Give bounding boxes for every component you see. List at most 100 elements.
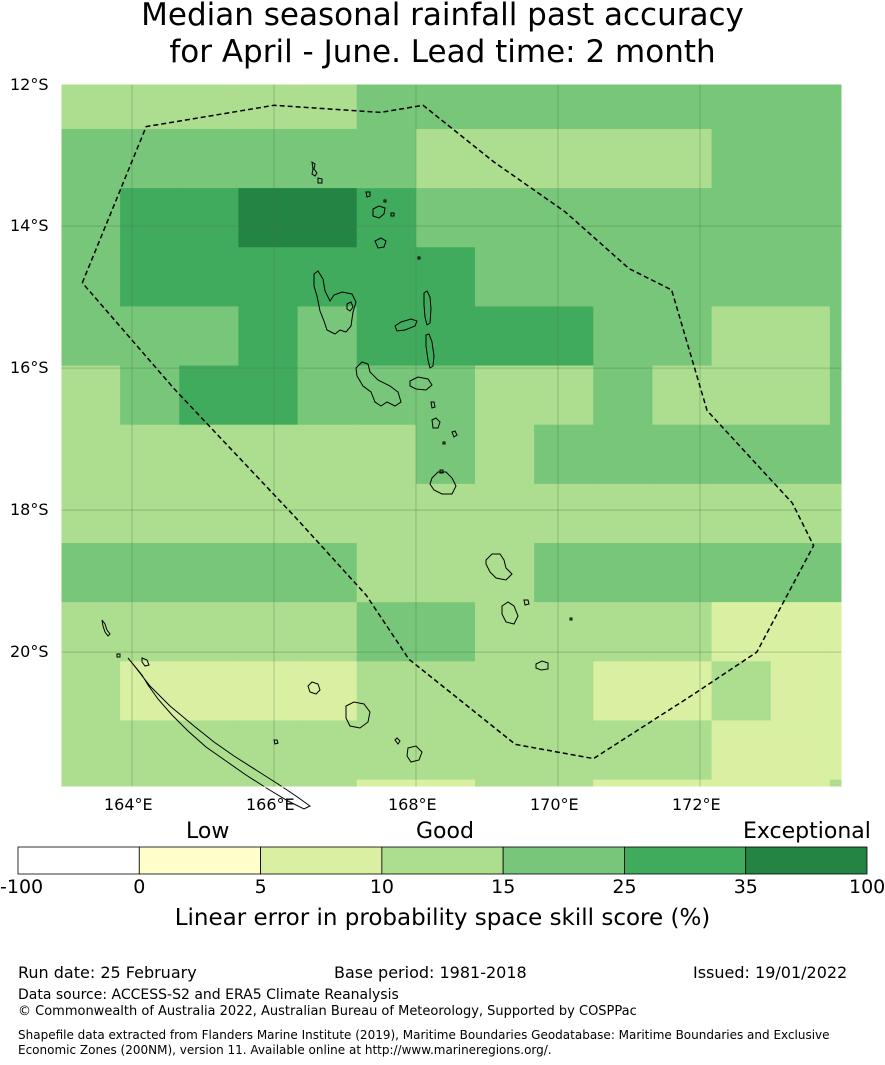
grid-cell bbox=[829, 247, 843, 307]
grid-cell bbox=[652, 424, 713, 485]
grid-cell bbox=[593, 483, 653, 544]
grid-cell bbox=[415, 424, 476, 485]
grid-cell bbox=[770, 483, 831, 544]
grid-cell bbox=[593, 424, 653, 485]
grid-cell bbox=[61, 365, 121, 426]
grid-cell bbox=[61, 602, 121, 662]
grid-cell bbox=[770, 365, 831, 426]
grid-cell bbox=[593, 188, 653, 248]
grid-cell bbox=[238, 779, 299, 788]
lon-label-170e: 170°E bbox=[530, 795, 579, 814]
grid-cell bbox=[829, 720, 843, 781]
grid-cell bbox=[593, 661, 653, 721]
base-period: Base period: 1981-2018 bbox=[334, 963, 527, 982]
grid-cell bbox=[475, 365, 535, 426]
grid-cell bbox=[770, 602, 831, 662]
colorbar-segment bbox=[17, 846, 140, 875]
grid-cell bbox=[711, 543, 772, 603]
grid-cell bbox=[415, 483, 476, 544]
grid-cell bbox=[415, 128, 476, 189]
grid-cell bbox=[415, 543, 476, 603]
grid-cell bbox=[652, 306, 713, 367]
rainfall-accuracy-map bbox=[60, 83, 843, 810]
grid-cell bbox=[120, 306, 180, 367]
grid-cell bbox=[829, 128, 843, 189]
grid-cell bbox=[297, 188, 358, 248]
grid-cell bbox=[297, 424, 358, 485]
grid-cell bbox=[770, 424, 831, 485]
grid-cell bbox=[711, 365, 772, 426]
grid-cell bbox=[534, 188, 594, 248]
grid-cell bbox=[238, 424, 299, 485]
grid-cell bbox=[356, 543, 417, 603]
grid-cell bbox=[179, 247, 239, 307]
grid-cell bbox=[297, 483, 358, 544]
grid-cell bbox=[652, 720, 713, 781]
grid-cell bbox=[415, 720, 476, 781]
grid-cell bbox=[61, 188, 121, 248]
island-tongoa bbox=[451, 430, 458, 438]
grid-cell bbox=[711, 483, 772, 544]
island-grande-terre bbox=[127, 657, 311, 810]
grid-cell bbox=[297, 128, 358, 189]
grid-cell bbox=[356, 306, 417, 367]
grid-cell bbox=[238, 306, 299, 367]
lat-label-12s: 12°S bbox=[10, 75, 49, 94]
grid-cell bbox=[829, 779, 843, 788]
grid-cell bbox=[534, 424, 594, 485]
grid-cell bbox=[61, 424, 121, 485]
grid-cell bbox=[534, 720, 594, 781]
grid-cell bbox=[534, 306, 594, 367]
grid-cell bbox=[120, 365, 180, 426]
colorbar-tick-label: 15 bbox=[491, 876, 516, 898]
grid-cell bbox=[120, 720, 180, 781]
grid-cell bbox=[179, 483, 239, 544]
grid-cell bbox=[120, 247, 180, 307]
island-maewo bbox=[423, 290, 432, 326]
grid-cell bbox=[61, 543, 121, 603]
grid-cell bbox=[534, 483, 594, 544]
grid-cell bbox=[652, 483, 713, 544]
grid-cell bbox=[475, 720, 535, 781]
map-title-line-2: for April - June. Lead time: 2 month bbox=[169, 34, 716, 70]
grid-cell bbox=[475, 247, 535, 307]
island-gaua bbox=[372, 205, 386, 219]
colorbar-tick-label: 100 bbox=[849, 876, 885, 898]
colorbar-heading-low: Low bbox=[186, 819, 230, 844]
island-belep bbox=[101, 619, 111, 637]
grid-cell bbox=[770, 306, 831, 367]
grid-cell bbox=[593, 128, 653, 189]
island-small-5 bbox=[569, 617, 573, 621]
skill-grid bbox=[61, 84, 843, 788]
island-epi bbox=[431, 417, 441, 429]
island-small-1 bbox=[383, 199, 387, 203]
island-merelava bbox=[390, 212, 395, 217]
grid-cell bbox=[179, 779, 239, 788]
grid-cell bbox=[356, 602, 417, 662]
grid-cell bbox=[534, 602, 594, 662]
island-pentecost bbox=[425, 333, 435, 369]
grid-cell bbox=[475, 483, 535, 544]
grid-cell bbox=[652, 779, 713, 788]
grid-cell bbox=[829, 188, 843, 248]
map-title-line-1: Median seasonal rainfall past accuracy bbox=[141, 0, 744, 33]
grid-cell bbox=[711, 424, 772, 485]
grid-cell bbox=[829, 483, 843, 544]
colorbar-tick-label: 10 bbox=[369, 876, 395, 898]
grid-cell bbox=[593, 365, 653, 426]
grid-cell bbox=[120, 128, 180, 189]
grid-cell bbox=[652, 661, 713, 721]
grid-cell bbox=[593, 306, 653, 367]
grid-cell bbox=[238, 128, 299, 189]
island-small-4 bbox=[439, 469, 444, 474]
grid-cell bbox=[711, 84, 772, 130]
data-source: Data source: ACCESS-S2 and ERA5 Climate … bbox=[18, 987, 399, 1003]
grid-cell bbox=[238, 483, 299, 544]
grid-cell bbox=[120, 779, 180, 788]
lat-label-18s: 18°S bbox=[10, 500, 49, 519]
grid-cell bbox=[120, 661, 180, 721]
grid-cell bbox=[829, 543, 843, 603]
lon-label-168e: 168°E bbox=[388, 795, 437, 814]
map-frame bbox=[60, 83, 843, 788]
grid-cell bbox=[179, 306, 239, 367]
